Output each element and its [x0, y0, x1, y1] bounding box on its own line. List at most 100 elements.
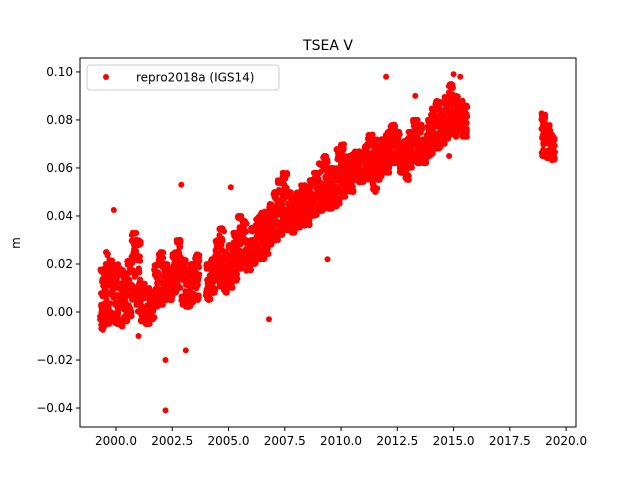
data-point	[112, 294, 118, 300]
data-point	[282, 183, 289, 190]
data-point	[306, 222, 313, 229]
data-point	[110, 261, 117, 268]
data-point	[550, 135, 557, 142]
data-point	[414, 121, 421, 128]
data-point	[432, 139, 439, 146]
data-point	[428, 111, 434, 118]
data-point	[324, 181, 331, 187]
data-point	[324, 185, 331, 192]
data-point	[362, 162, 369, 169]
data-point	[195, 292, 202, 299]
data-point	[428, 150, 434, 156]
data-point	[216, 232, 223, 239]
data-point	[410, 142, 417, 149]
data-point	[147, 316, 154, 323]
data-point	[370, 186, 377, 193]
x-tick-label: 2020.0	[545, 434, 587, 448]
x-tick-label: 2010.0	[320, 434, 362, 448]
data-point	[169, 266, 176, 273]
data-point-outlier	[266, 316, 272, 323]
data-point	[347, 156, 354, 163]
data-point	[414, 116, 421, 123]
data-point	[104, 250, 111, 257]
data-point	[342, 193, 349, 200]
data-point	[401, 165, 408, 172]
data-point	[374, 173, 381, 180]
data-point	[131, 245, 138, 252]
y-tick-label: 0.04	[46, 209, 73, 223]
data-point	[124, 288, 131, 295]
data-point	[248, 237, 255, 244]
data-point	[252, 222, 259, 229]
data-point	[365, 157, 372, 164]
data-point	[157, 252, 164, 259]
data-point	[406, 164, 413, 171]
data-point	[174, 285, 181, 291]
data-point	[445, 83, 452, 90]
data-point	[267, 201, 273, 207]
data-point	[187, 267, 194, 274]
data-point	[124, 270, 131, 277]
legend-label: repro2018a (IGS14)	[136, 71, 254, 85]
data-point	[454, 97, 461, 104]
data-point	[446, 119, 453, 126]
data-point	[312, 209, 319, 216]
data-point-outlier	[324, 256, 331, 263]
data-point	[347, 180, 354, 187]
data-point	[194, 253, 201, 260]
data-point	[151, 271, 158, 278]
data-point	[143, 285, 150, 292]
data-point-outlier	[182, 347, 189, 354]
plot-frame	[79, 57, 577, 428]
data-point	[365, 132, 372, 139]
data-point	[550, 145, 557, 152]
data-point	[117, 265, 124, 272]
y-axis-label: m	[9, 237, 23, 249]
data-point	[392, 155, 399, 161]
data-point	[111, 300, 118, 307]
data-point-outlier	[457, 73, 464, 80]
data-point	[163, 261, 170, 267]
data-point	[441, 140, 448, 147]
data-point	[325, 190, 332, 196]
data-point	[230, 246, 237, 253]
data-point	[329, 183, 336, 190]
data-point	[177, 237, 184, 243]
data-point	[128, 308, 135, 315]
data-point	[268, 241, 274, 247]
data-point	[103, 296, 110, 303]
data-point	[134, 288, 141, 295]
data-point	[320, 195, 327, 202]
legend: repro2018a (IGS14)	[86, 64, 280, 91]
data-point-outlier	[227, 184, 234, 191]
data-point	[405, 173, 412, 180]
data-point	[338, 149, 345, 156]
data-point	[133, 270, 140, 277]
data-point	[371, 137, 378, 144]
data-point	[221, 277, 228, 284]
data-point	[459, 111, 466, 118]
data-point	[549, 156, 556, 163]
chart-title: TSEA V	[302, 38, 353, 54]
data-point	[427, 122, 434, 129]
x-tick-label: 2000.0	[95, 434, 137, 448]
data-point	[163, 274, 169, 281]
data-point-outlier	[446, 153, 453, 159]
data-point	[205, 294, 212, 301]
data-point	[452, 133, 459, 140]
data-point	[388, 124, 395, 131]
data-point	[125, 277, 132, 284]
data-point	[218, 242, 225, 249]
data-point	[137, 238, 144, 245]
data-point	[460, 117, 467, 124]
data-point	[161, 266, 168, 273]
data-point	[219, 226, 226, 233]
data-point	[421, 160, 427, 167]
data-point	[195, 277, 201, 284]
x-axis-ticks: 2000.0 2002.5 2005.0 2007.5 2010.0 2012.5 2015…	[95, 427, 587, 448]
data-point	[546, 124, 552, 131]
data-point	[207, 262, 214, 269]
data-point-outlier	[383, 73, 390, 80]
data-point-outlier	[110, 207, 117, 213]
data-point	[292, 215, 299, 222]
